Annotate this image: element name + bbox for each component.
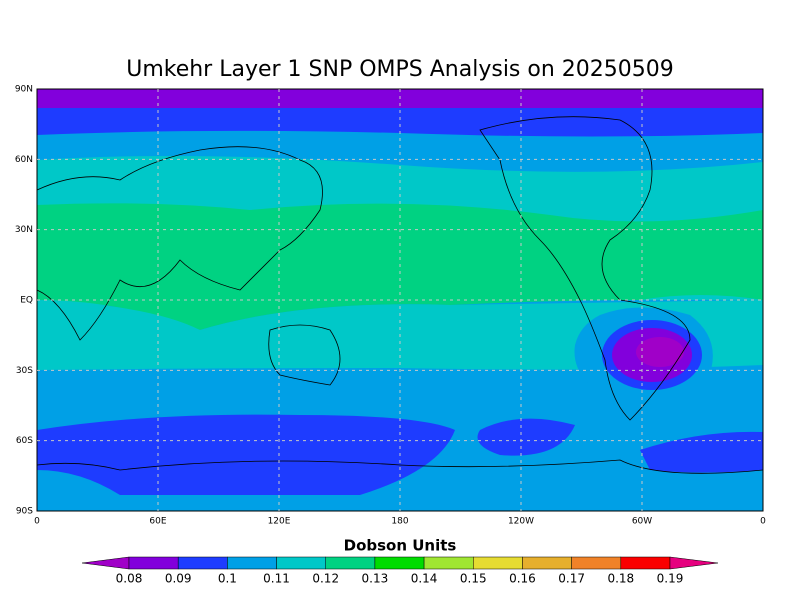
colorbar-box (473, 556, 523, 570)
lon-tick-label: 60E (149, 517, 166, 527)
lon-tick-label: 60W (632, 517, 652, 527)
field-band (477, 418, 575, 456)
colorbar-title: Dobson Units (344, 537, 457, 555)
colorbar-label: 0.09 (165, 572, 192, 586)
field-band (37, 414, 455, 495)
colorbar-triangle (81, 556, 130, 570)
colorbar-box (227, 556, 277, 570)
lat-tick-label: 30N (15, 225, 33, 235)
colorbar-box (571, 556, 622, 570)
colorbar-box (374, 556, 425, 570)
field-band (37, 108, 763, 137)
coastlines (36, 116, 764, 474)
colorbar-box (128, 556, 179, 570)
field-blob (636, 337, 684, 367)
lat-tick-label: 60N (15, 155, 33, 165)
map-title: Umkehr Layer 1 SNP OMPS Analysis on 2025… (126, 57, 674, 82)
colorbar-box (620, 556, 671, 570)
colorbar-label: 0.12 (312, 572, 339, 586)
field-band (640, 431, 763, 473)
colorbar-box (423, 556, 474, 570)
lat-tick-label: 60S (16, 436, 33, 446)
colorbar-label: 0.14 (411, 572, 438, 586)
colorbar-label: 0.15 (460, 572, 487, 586)
colorbar-box (177, 556, 228, 570)
colorbar-box (522, 556, 572, 570)
coastline (36, 146, 323, 341)
colorbar-label: 0.17 (558, 572, 585, 586)
coastline (479, 116, 691, 421)
lat-tick-label: 30S (16, 366, 33, 376)
colorbar-label: 0.13 (362, 572, 389, 586)
lat-tick-label: EQ (20, 296, 33, 306)
coastline (268, 324, 341, 386)
colorbar-label: 0.11 (263, 572, 290, 586)
colorbar-label: 0.16 (509, 572, 536, 586)
lon-tick-label: 0 (34, 517, 40, 527)
lon-tick-label: 120W (508, 517, 534, 527)
lon-tick-label: 120E (268, 517, 291, 527)
colorbar-label: 0.19 (657, 572, 684, 586)
colorbar-label: 0.1 (218, 572, 237, 586)
colorbar-box (276, 556, 326, 570)
colorbar-box (325, 556, 376, 570)
lat-tick-label: 90N (15, 85, 33, 95)
colorbar-label: 0.08 (116, 572, 143, 586)
colorbar-label: 0.18 (607, 572, 634, 586)
lon-tick-label: 0 (760, 517, 766, 527)
colorbar-triangle (669, 556, 719, 570)
coastline (36, 459, 764, 474)
lon-tick-label: 180 (391, 517, 408, 527)
lat-tick-label: 90S (16, 507, 33, 517)
